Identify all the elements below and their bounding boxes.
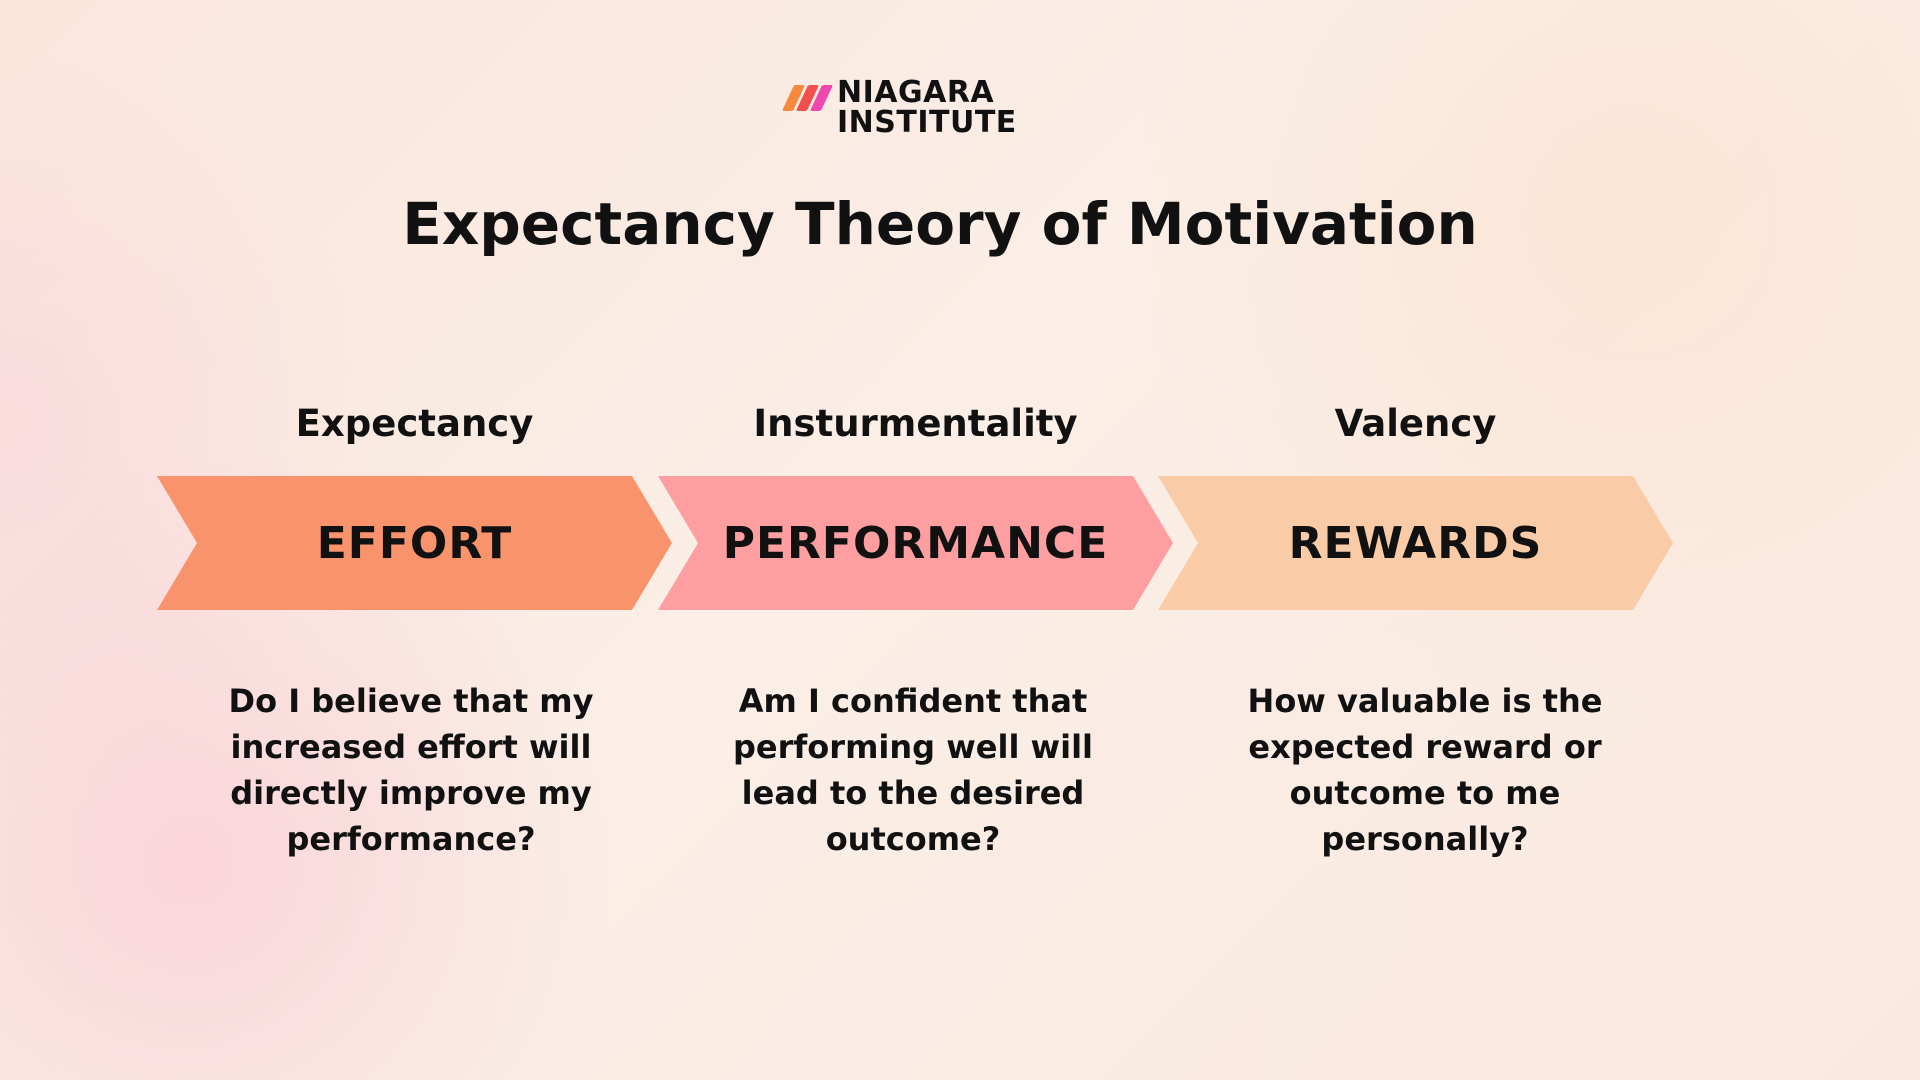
stage-label-instrumentality: Insturmentality <box>753 402 1078 445</box>
question-performance: Am I confident that performing well will… <box>732 682 1094 858</box>
question-effort: Do I believe that my increased effort wi… <box>228 682 594 858</box>
logo-stripes-icon <box>781 85 834 111</box>
logo-line-1: NIAGARA <box>837 75 995 110</box>
arrow-performance: PERFORMANCE <box>658 476 1173 610</box>
arrow-performance-text: PERFORMANCE <box>722 517 1109 569</box>
stage-label-expectancy: Expectancy <box>295 402 534 445</box>
niagara-institute-logo: NIAGARA INSTITUTE <box>781 75 1017 140</box>
page-title: Expectancy Theory of Motivation <box>402 190 1478 258</box>
logo-line-2: INSTITUTE <box>837 105 1017 140</box>
question-rewards: How valuable is the expected reward or o… <box>1247 682 1603 858</box>
arrow-rewards-text: REWARDS <box>1288 517 1543 569</box>
arrow-effort-text: EFFORT <box>316 517 513 569</box>
arrow-rewards: REWARDS <box>1158 476 1673 610</box>
stage-label-valency: Valency <box>1334 402 1497 445</box>
arrow-effort: EFFORT <box>157 476 672 610</box>
